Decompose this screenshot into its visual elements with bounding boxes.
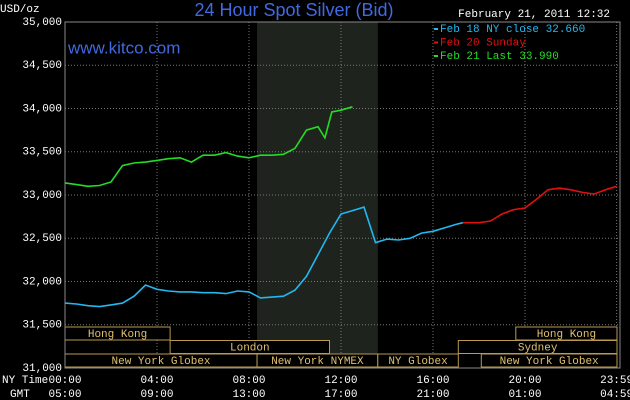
- plot-frame: [64, 21, 621, 369]
- session-box: [480, 353, 618, 368]
- x-tick-label: 16:00: [416, 375, 449, 387]
- session-label: Sydney: [518, 342, 558, 354]
- x2-axis-label: GMT: [10, 389, 30, 400]
- session-label: New York Globex: [500, 356, 599, 368]
- y-tick-label: 32,500: [22, 233, 62, 245]
- x-axis-label: NY Time: [2, 375, 48, 387]
- series-line: [64, 106, 353, 188]
- x-tick-label: 20:00: [508, 375, 541, 387]
- session-label: London: [230, 342, 270, 354]
- x-tick-label: 23:59: [600, 375, 630, 387]
- x2-tick-label: 09:00: [140, 389, 173, 400]
- x-tick-label: 00:00: [48, 375, 81, 387]
- session-label: NY Globex: [388, 356, 448, 368]
- chart-title: 24 Hour Spot Silver (Bid): [194, 0, 393, 20]
- x2-tick-label: 01:00: [508, 389, 541, 400]
- session-label: New York NYMEX: [271, 356, 364, 368]
- session-box: [377, 353, 459, 368]
- x2-tick-label: 05:00: [48, 389, 81, 400]
- timestamp: February 21, 2011 12:32: [458, 9, 610, 21]
- y-tick-label: 31,500: [22, 320, 62, 332]
- y-tick-label: 33,000: [22, 190, 62, 202]
- y-tick-label: 33,500: [22, 147, 62, 159]
- session-label: Hong Kong: [88, 329, 147, 341]
- legend-entry: Feb 21 Last 33.990: [440, 51, 559, 63]
- y-axis-label: USD/oz: [0, 4, 40, 16]
- y-tick-label: 31,000: [22, 363, 62, 375]
- y-tick-label: 35,000: [22, 17, 62, 29]
- x-tick-label: 08:00: [232, 375, 265, 387]
- legend-entry: Feb 20 Sunday: [440, 37, 526, 49]
- series-line: [462, 185, 617, 224]
- subtitle: www.kitco.com: [67, 38, 180, 57]
- y-tick-label: 34,000: [22, 103, 62, 115]
- x2-tick-label: 13:00: [232, 389, 265, 400]
- y-tick-label: 32,000: [22, 276, 62, 288]
- x2-tick-label: 04:59: [600, 389, 630, 400]
- session-label: New York Globex: [112, 356, 211, 368]
- series-line: [64, 206, 464, 308]
- y-tick-label: 34,500: [22, 60, 62, 72]
- x2-tick-label: 17:00: [324, 389, 357, 400]
- legend-entry: Feb 18 NY close 32.660: [440, 24, 585, 36]
- x2-tick-label: 21:00: [416, 389, 449, 400]
- session-label: Hong Kong: [537, 329, 596, 341]
- x-tick-label: 04:00: [140, 375, 173, 387]
- x-tick-label: 12:00: [324, 375, 357, 387]
